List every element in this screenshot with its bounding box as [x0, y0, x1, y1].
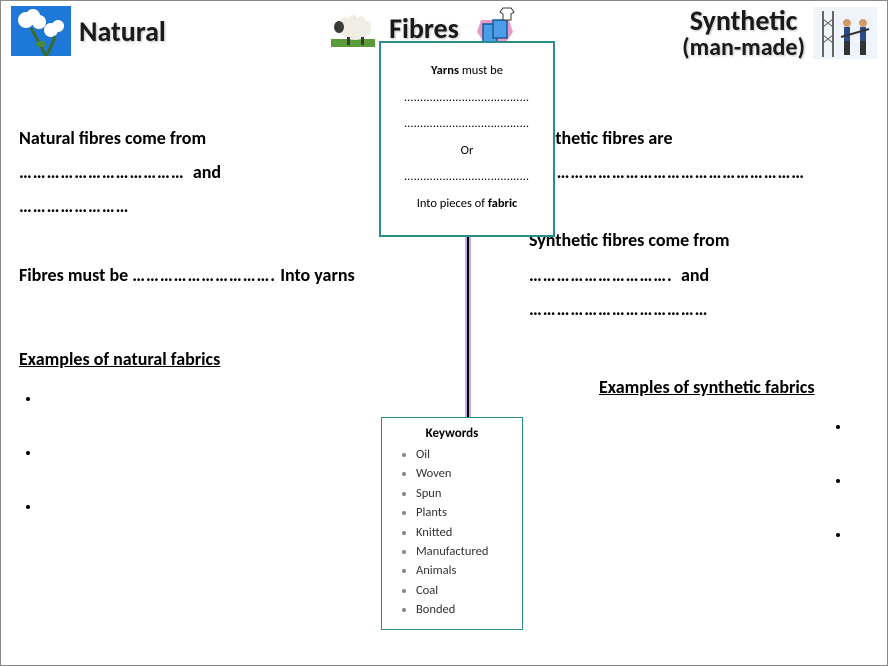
list-item	[41, 494, 319, 548]
synthetic-are-label: Synthetic fibres are	[529, 121, 879, 155]
synthetic-source-blanks: …………………………. and …………………………………	[529, 258, 879, 326]
sheep-icon	[325, 7, 381, 49]
natural-source-label: Natural fibres come from	[19, 121, 319, 155]
list-item	[851, 522, 879, 576]
synthetic-title: Synthetic	[682, 6, 805, 35]
keyword-item: Plants	[416, 503, 512, 522]
natural-column: Natural fibres come from ……………………………… an…	[19, 121, 319, 548]
blank: ………………………….	[529, 264, 673, 286]
or-word: Or	[393, 142, 541, 160]
synthetic-column: Synthetic fibres are ……………………………………………………	[529, 121, 879, 576]
blank: …………………………………	[393, 168, 541, 186]
blank: ……………………………………………………	[529, 155, 879, 189]
synthetic-subtitle: (man-made)	[682, 35, 805, 60]
synthetic-examples-list	[829, 414, 879, 576]
keyword-item: Manufactured	[416, 542, 512, 561]
natural-examples-title: Examples of natural fabrics	[19, 342, 319, 376]
yarns-box: Yarns must be ………………………………… …………………………………	[379, 41, 555, 237]
keyword-item: Knitted	[416, 523, 512, 542]
header-left: Natural	[11, 6, 166, 56]
and-word: and	[681, 264, 709, 286]
keywords-box: Keywords OilWovenSpunPlantsKnittedManufa…	[381, 417, 523, 630]
keyword-item: Woven	[416, 464, 512, 483]
blank: …………………………………	[393, 89, 541, 107]
yarns-lead: Yarns must be	[393, 62, 541, 80]
oil-workers-icon	[813, 7, 877, 59]
list-item	[41, 386, 319, 440]
keyword-item: Bonded	[416, 600, 512, 619]
keyword-item: Coal	[416, 581, 512, 600]
fibres-spun-line: Fibres must be …………………………. Into yarns	[19, 258, 449, 292]
natural-title: Natural	[79, 14, 166, 49]
fabric-word: fabric	[488, 196, 517, 211]
header-right: Synthetic (man-made)	[682, 6, 877, 61]
synthetic-source-label: Synthetic fibres come from	[529, 223, 879, 257]
blank: ………………………………	[19, 161, 185, 183]
fibres-must-be: Fibres must be	[19, 264, 128, 286]
keywords-list: OilWovenSpunPlantsKnittedManufacturedAni…	[392, 445, 512, 619]
into-yarns: Into yarns	[280, 264, 354, 286]
into-pieces: Into pieces of	[417, 196, 488, 211]
list-item	[41, 440, 319, 494]
synthetic-examples-title: Examples of synthetic fabrics	[599, 370, 879, 404]
blank: ………………………….	[132, 264, 276, 286]
yarns-word: Yarns	[431, 63, 459, 78]
blank: …………………………………	[393, 115, 541, 133]
keyword-item: Spun	[416, 484, 512, 503]
keyword-item: Animals	[416, 561, 512, 580]
blank: …………………………………	[529, 298, 708, 320]
natural-examples-list	[19, 386, 319, 548]
connector-line	[465, 237, 471, 417]
must-be: must be	[459, 63, 503, 78]
keywords-title: Keywords	[392, 426, 512, 441]
natural-source-blanks: ……………………………… and ……………………	[19, 155, 319, 223]
blank: ……………………	[19, 195, 129, 217]
and-word: and	[193, 161, 221, 183]
keyword-item: Oil	[416, 445, 512, 464]
yarns-end: Into pieces of fabric	[393, 195, 541, 213]
list-item	[851, 468, 879, 522]
cotton-plant-icon	[11, 6, 71, 56]
list-item	[851, 414, 879, 468]
